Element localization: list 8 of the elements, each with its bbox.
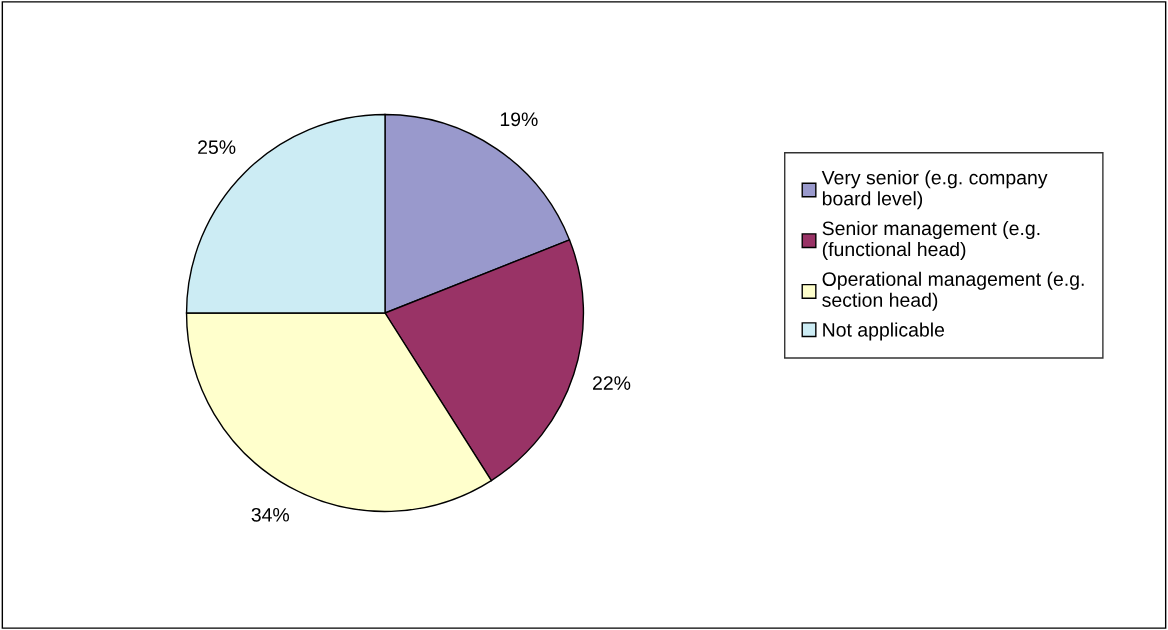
legend-label: Senior management (e.g. (functional head) [822,220,1040,261]
data-label: 34% [251,507,290,522]
data-label: 25% [198,140,236,155]
data-label: 22% [593,376,631,390]
data-label: 19% [500,112,538,127]
legend-label: Not applicable [823,322,945,341]
legend-label: Very senior (e.g. company board level) [821,170,1048,210]
legend-label: Operational management (e.g. section head) [822,271,1084,311]
